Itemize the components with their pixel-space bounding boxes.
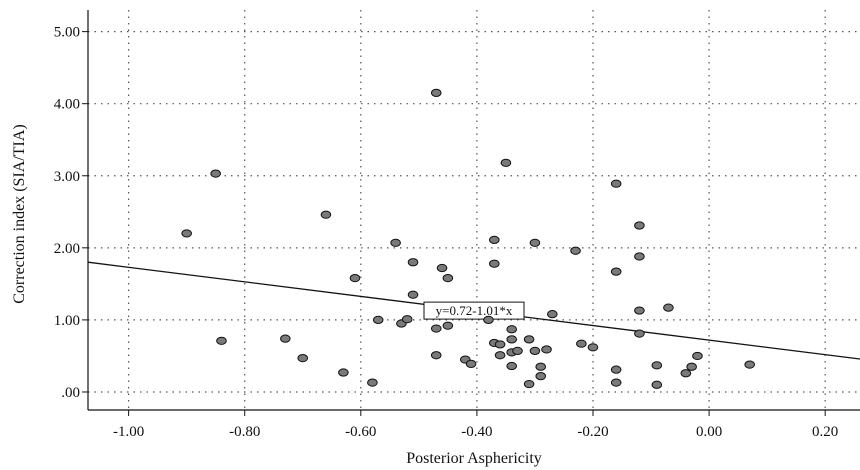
data-point: [663, 303, 674, 312]
data-point: [570, 246, 581, 255]
data-point: [547, 310, 558, 319]
data-point: [610, 378, 622, 387]
y-tick-label: 3.00: [54, 169, 80, 185]
data-point: [338, 368, 349, 377]
data-point: [512, 346, 523, 356]
axes: [82, 10, 860, 416]
data-point: [634, 329, 645, 338]
data-point: [610, 179, 622, 188]
data-point: [506, 335, 518, 344]
data-point: [634, 306, 645, 315]
x-tick-label: -0.20: [577, 424, 608, 440]
data-point: [529, 346, 541, 356]
data-point: [692, 351, 703, 361]
data-point: [442, 321, 454, 330]
x-tick-label: 0.00: [696, 424, 722, 440]
data-point: [489, 259, 500, 268]
data-point: [634, 221, 645, 230]
data-point: [523, 379, 535, 389]
x-tick-label: -0.60: [345, 424, 376, 440]
data-point: [529, 238, 541, 247]
data-point: [494, 351, 506, 360]
y-tick-label: 1.00: [54, 313, 80, 329]
data-point: [651, 361, 663, 370]
data-point: [535, 372, 547, 381]
data-point: [506, 325, 518, 334]
y-tick-label: .00: [61, 385, 80, 401]
y-tick-label: 4.00: [54, 97, 80, 113]
data-point: [280, 334, 291, 343]
data-point: [407, 258, 419, 267]
fit-line-group: y=0.72-1.01*x: [87, 261, 860, 360]
x-tick-label: -0.40: [461, 424, 492, 440]
data-point: [390, 238, 401, 247]
data-point: [535, 362, 547, 371]
data-point: [576, 339, 587, 348]
data-point: [297, 354, 309, 363]
tick-labels: -1.00 -0.80 -0.60 -0.40 -0.20 0.00 0.20 .00 1.00…: [54, 25, 839, 440]
data-point: [401, 315, 413, 324]
data-point: [181, 229, 192, 238]
data-point: [686, 362, 697, 371]
data-point: [541, 345, 552, 354]
data-point: [367, 378, 378, 387]
data-point: [587, 343, 599, 352]
grid: [88, 10, 860, 410]
data-point: [407, 290, 419, 299]
y-tick-label: 5.00: [54, 25, 80, 41]
fit-equation-label: y=0.72-1.01*x: [436, 303, 513, 318]
x-axis-title: Posterior Asphericity: [406, 450, 542, 467]
data-point: [744, 360, 756, 369]
data-point: [651, 380, 663, 389]
y-axis-title: Correction index (SIA/TIA): [11, 124, 28, 304]
data-point: [489, 235, 500, 245]
data-point: [430, 351, 442, 360]
data-point: [523, 335, 535, 344]
x-tick-label: -0.80: [229, 424, 260, 440]
data-point: [349, 274, 361, 283]
data-point: [436, 263, 448, 273]
data-point: [216, 336, 227, 345]
data-points: [181, 88, 756, 389]
data-point: [372, 315, 384, 325]
data-point: [680, 369, 692, 378]
data-point: [465, 359, 477, 368]
fit-equation-box: [423, 301, 525, 320]
data-point: [430, 324, 442, 333]
x-tick-label: 0.20: [812, 424, 838, 440]
data-point: [610, 267, 622, 276]
data-point: [500, 158, 512, 167]
data-point: [442, 274, 454, 283]
data-point: [320, 210, 332, 219]
data-point: [483, 315, 494, 325]
data-point: [494, 340, 506, 349]
data-point: [430, 88, 442, 97]
data-point: [634, 252, 645, 261]
data-point: [210, 169, 221, 178]
data-point: [506, 361, 518, 371]
y-tick-label: 2.00: [54, 241, 80, 257]
data-point: [610, 365, 622, 374]
x-tick-label: -1.00: [113, 424, 144, 440]
